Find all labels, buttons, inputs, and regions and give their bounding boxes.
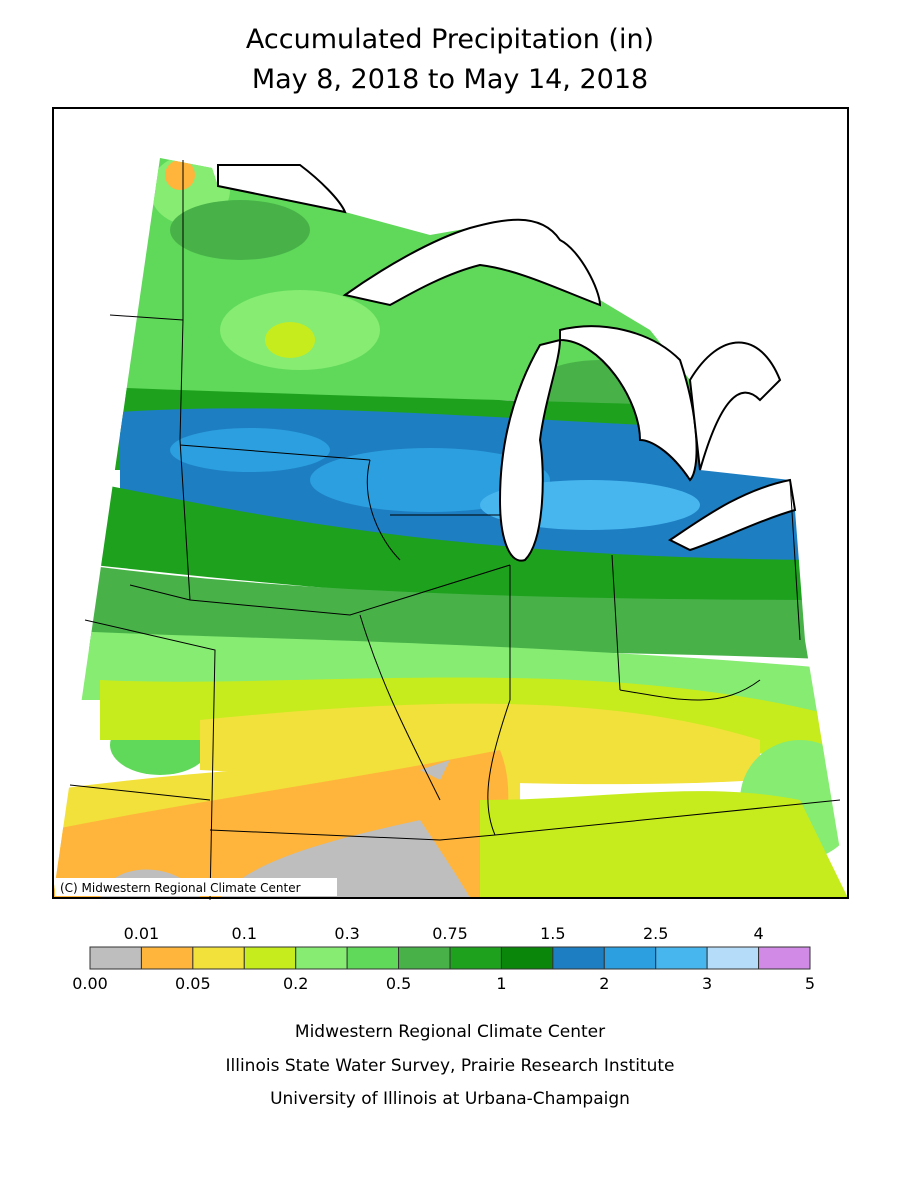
title-line: May 8, 2018 to May 14, 2018 (252, 64, 648, 95)
legend-swatch (243, 946, 297, 970)
legend-swatch (449, 946, 502, 970)
legend-swatch (346, 946, 400, 970)
legend-label: 0.05 (175, 974, 211, 993)
map-credit: (C) Midwestern Regional Climate Center (60, 881, 301, 895)
legend-label: 5 (805, 974, 815, 993)
legend-swatch (552, 946, 605, 970)
legend-label: 1.5 (540, 924, 565, 943)
legend-swatch (706, 946, 760, 970)
legend-swatch (398, 946, 451, 970)
legend-label: 0.01 (124, 924, 160, 943)
legend-swatch (192, 946, 245, 970)
legend-swatch (89, 946, 142, 970)
legend-label: 0.1 (232, 924, 257, 943)
legend-label: 0.3 (334, 924, 359, 943)
legend-swatch (758, 946, 811, 970)
legend-swatch (500, 946, 554, 970)
legend-label: 1 (496, 974, 506, 993)
footer-line: University of Illinois at Urbana-Champai… (270, 1089, 630, 1109)
map: (C) Midwestern Regional Climate Center (52, 107, 849, 901)
legend-label: 2.5 (643, 924, 668, 943)
legend-swatch (655, 946, 708, 970)
legend-label: 4 (753, 924, 763, 943)
legend-label: 0.00 (72, 974, 108, 993)
legend: 0.00 0.01 0.05 0.1 0.2 0.3 0.5 0.75 1 1.5 2 2.5 3 4 5 (72, 924, 815, 993)
legend-label: 0.75 (432, 924, 468, 943)
title-line: Accumulated Precipitation (in) (246, 24, 654, 55)
legend-swatch (603, 946, 657, 970)
footer-line: Midwestern Regional Climate Center (295, 1022, 605, 1042)
legend-swatch (140, 946, 194, 970)
legend-label: 3 (702, 974, 712, 993)
legend-label: 2 (599, 974, 609, 993)
legend-label: 0.5 (386, 974, 411, 993)
legend-label: 0.2 (283, 974, 308, 993)
legend-swatch (295, 946, 348, 970)
footer-line: Illinois State Water Survey, Prairie Res… (226, 1056, 675, 1076)
